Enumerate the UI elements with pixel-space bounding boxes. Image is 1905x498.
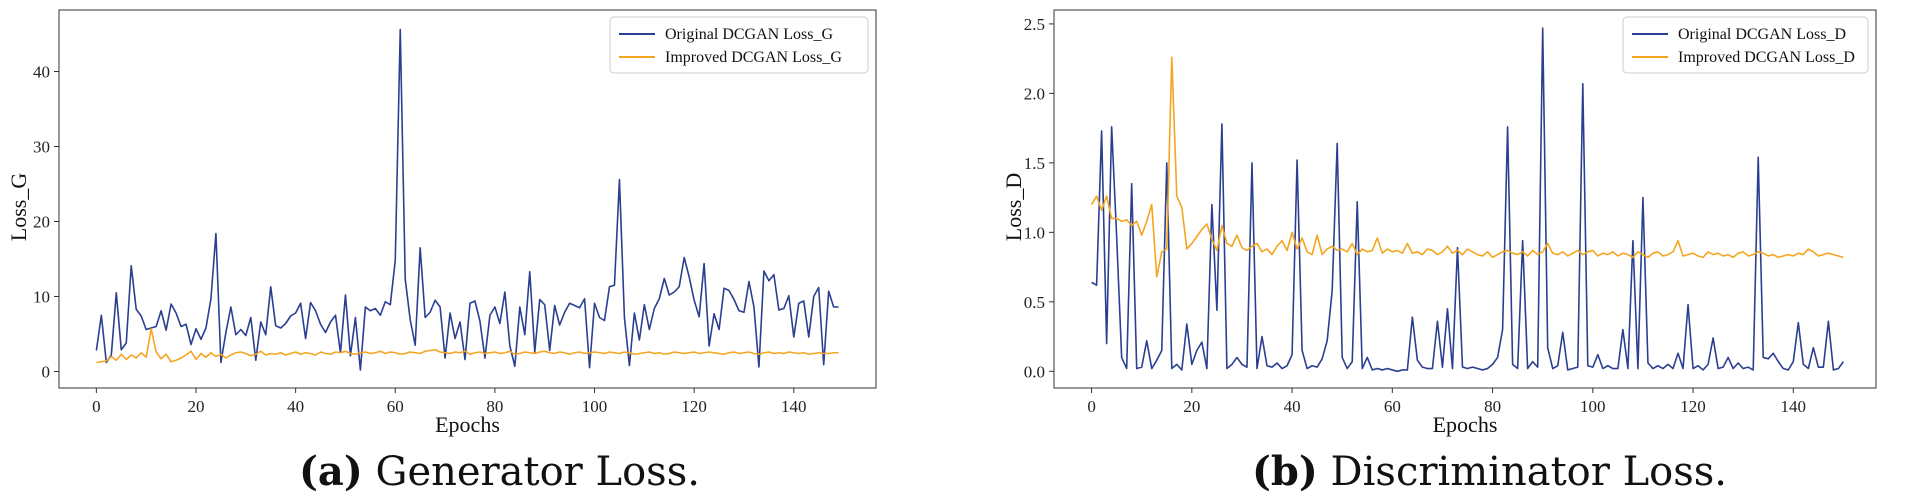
discriminator-loss-chart: 0 20 40 60 80 100 120 140 0.0 0.5 1.0 1.5 2.0 2.5 Epoc… (1001, 9, 1877, 437)
caption-a-text: Generator Loss. (375, 449, 700, 495)
y-tick-label: 0.5 (1024, 293, 1045, 312)
x-tick-label: 40 (1284, 397, 1301, 416)
x-tick-label: 0 (1087, 397, 1096, 416)
legend-box (609, 16, 869, 74)
x-tick-label: 60 (1384, 397, 1401, 416)
legend-label: Improved DCGAN Loss_G (665, 49, 842, 66)
x-tick-label: 20 (1183, 397, 1200, 416)
y-tick-label: 0.0 (1024, 362, 1045, 381)
legend: Original DCGAN Loss_D Improved DCGAN Loss… (1622, 16, 1869, 74)
series-line-original (95, 28, 839, 371)
y-tick-label: 2.5 (1024, 15, 1045, 34)
legend-box (1622, 16, 1869, 74)
x-tick-label: 40 (287, 397, 304, 416)
legend-label: Original DCGAN Loss_D (1678, 26, 1846, 43)
x-tick-label: 140 (781, 397, 807, 416)
x-axis-label: Epochs (435, 412, 500, 437)
plot-frame (1053, 9, 1877, 389)
x-tick-label: 120 (681, 397, 707, 416)
caption-a-tag: (a) (299, 448, 363, 495)
caption-b-text: Discriminator Loss. (1330, 449, 1727, 495)
x-tick-label: 80 (1484, 397, 1501, 416)
x-tick-label: 140 (1781, 397, 1807, 416)
legend-label: Original DCGAN Loss_G (665, 26, 833, 43)
x-tick-label: 100 (582, 397, 608, 416)
x-axis-label: Epochs (1433, 412, 1498, 437)
legend-label: Improved DCGAN Loss_D (1678, 49, 1855, 66)
series-line-improved (1090, 56, 1844, 278)
series-line-original (1091, 27, 1845, 373)
y-tick-label: 1.0 (1024, 223, 1045, 242)
legend: Original DCGAN Loss_G Improved DCGAN Loss… (609, 16, 869, 74)
caption-a: (a) Generator Loss. (299, 448, 700, 495)
y-axis-label: Loss_G (6, 173, 31, 242)
caption-b-tag: (b) (1252, 448, 1318, 495)
y-tick-label: 30 (33, 138, 50, 157)
generator-loss-chart: 0 20 40 60 80 100 120 140 0 10 20 30 40 Epochs Loss_G O… (6, 9, 877, 437)
y-tick-label: 10 (33, 288, 50, 307)
x-tick-label: 100 (1580, 397, 1606, 416)
series-line-improved (96, 327, 839, 364)
x-tick-label: 80 (486, 397, 503, 416)
y-axis-label: Loss_D (1001, 173, 1026, 241)
y-tick-label: 0 (42, 363, 51, 382)
y-tick-label: 20 (33, 213, 50, 232)
x-tick-label: 60 (387, 397, 404, 416)
x-tick-label: 0 (92, 397, 101, 416)
y-tick-label: 40 (33, 63, 50, 82)
x-tick-label: 120 (1680, 397, 1706, 416)
caption-b: (b) Discriminator Loss. (1252, 448, 1727, 495)
plot-frame (58, 9, 877, 389)
y-tick-label: 2.0 (1024, 84, 1045, 103)
y-tick-label: 1.5 (1024, 154, 1045, 173)
x-tick-label: 20 (187, 397, 204, 416)
